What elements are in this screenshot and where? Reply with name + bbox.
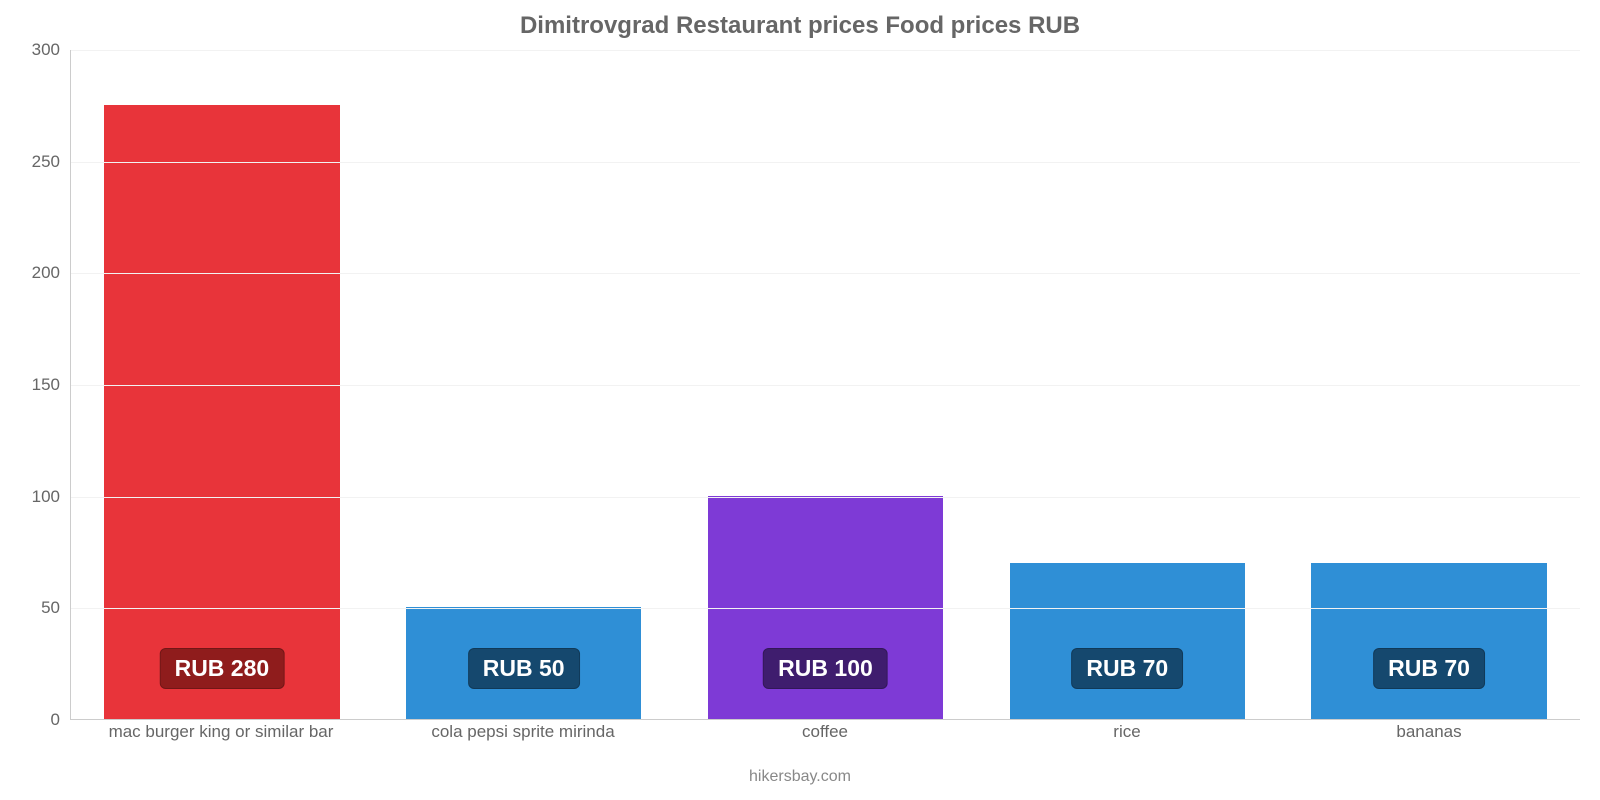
x-tick-label: coffee [674, 722, 976, 742]
x-tick-label: bananas [1278, 722, 1580, 742]
gridline [71, 608, 1580, 609]
y-tick-label: 300 [10, 40, 60, 60]
gridline [71, 385, 1580, 386]
gridline [71, 162, 1580, 163]
gridline [71, 50, 1580, 51]
chart-title: Dimitrovgrad Restaurant prices Food pric… [0, 12, 1600, 40]
x-tick-label: mac burger king or similar bar [70, 722, 372, 742]
value-badge: RUB 50 [468, 648, 580, 689]
price-bar: RUB 100 [708, 496, 943, 719]
y-tick-label: 150 [10, 375, 60, 395]
plot-area: RUB 280 RUB 50 RUB 100 RUB 70 RUB 70 [70, 50, 1580, 720]
x-tick-label: rice [976, 722, 1278, 742]
price-bar: RUB 50 [406, 607, 641, 719]
y-tick-label: 200 [10, 263, 60, 283]
gridline [71, 273, 1580, 274]
x-axis-labels: mac burger king or similar barcola pepsi… [70, 722, 1580, 742]
value-badge: RUB 100 [763, 648, 888, 689]
price-bar: RUB 280 [104, 105, 339, 719]
price-bar: RUB 70 [1010, 563, 1245, 719]
value-badge: RUB 70 [1071, 648, 1183, 689]
value-badge: RUB 70 [1373, 648, 1485, 689]
price-bar-chart: Dimitrovgrad Restaurant prices Food pric… [0, 0, 1600, 800]
value-badge: RUB 280 [160, 648, 285, 689]
y-tick-label: 0 [10, 710, 60, 730]
y-tick-label: 100 [10, 487, 60, 507]
y-tick-label: 50 [10, 598, 60, 618]
x-tick-label: cola pepsi sprite mirinda [372, 722, 674, 742]
chart-footer-credit: hikersbay.com [0, 768, 1600, 786]
gridline [71, 497, 1580, 498]
y-tick-label: 250 [10, 152, 60, 172]
price-bar: RUB 70 [1311, 563, 1546, 719]
